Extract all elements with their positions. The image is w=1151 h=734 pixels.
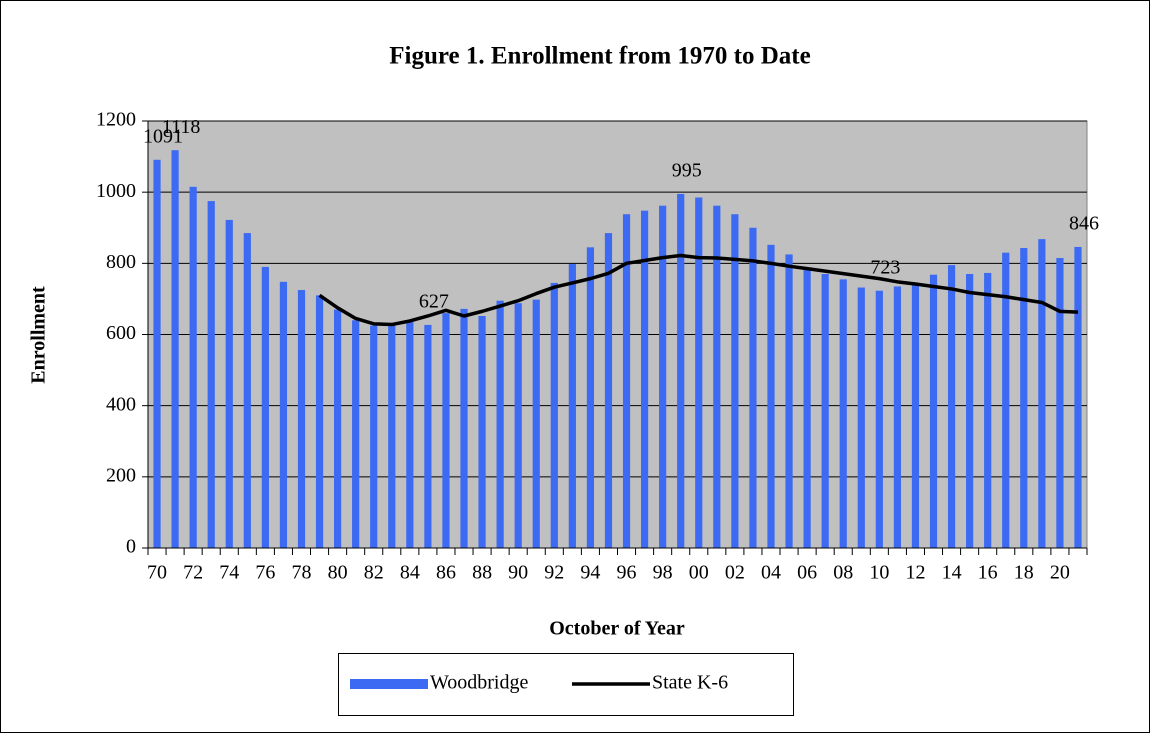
x-tick-label: 10 bbox=[869, 562, 889, 584]
bar bbox=[929, 274, 938, 548]
bar bbox=[550, 282, 558, 548]
bar bbox=[586, 247, 595, 548]
x-tick-label: 84 bbox=[400, 562, 420, 584]
bar bbox=[731, 214, 739, 548]
bar bbox=[803, 268, 811, 548]
y-tick-label: 1000 bbox=[96, 180, 136, 202]
x-tick-label: 82 bbox=[364, 562, 384, 584]
data-label: 723 bbox=[870, 256, 900, 278]
bar bbox=[225, 219, 233, 548]
x-tick-label: 02 bbox=[725, 562, 745, 584]
bar bbox=[659, 205, 667, 548]
bar bbox=[713, 205, 721, 548]
bar bbox=[406, 320, 414, 548]
y-tick-label: 200 bbox=[106, 464, 136, 486]
bar bbox=[839, 279, 847, 548]
bar bbox=[424, 324, 432, 548]
y-tick-label: 400 bbox=[106, 393, 136, 415]
bar bbox=[604, 233, 613, 548]
bar bbox=[640, 210, 649, 549]
bar bbox=[1038, 239, 1046, 549]
data-label: 1091 bbox=[143, 125, 183, 147]
x-axis-label: October of Year bbox=[549, 618, 685, 640]
bar bbox=[153, 159, 161, 548]
bar bbox=[947, 265, 956, 548]
bar bbox=[785, 254, 793, 548]
bar bbox=[749, 227, 757, 548]
legend-label: State K-6 bbox=[652, 672, 728, 694]
bar bbox=[514, 303, 522, 548]
bar bbox=[478, 315, 486, 548]
bar bbox=[261, 266, 269, 548]
x-tick-label: 12 bbox=[905, 562, 925, 584]
x-tick-label: 16 bbox=[978, 562, 998, 584]
y-tick-label: 800 bbox=[106, 251, 136, 273]
data-label: 627 bbox=[419, 290, 449, 312]
y-tick-label: 1200 bbox=[96, 109, 136, 131]
bar bbox=[1002, 252, 1010, 549]
bar bbox=[984, 272, 992, 548]
x-tick-label: 98 bbox=[653, 562, 673, 584]
bar bbox=[677, 193, 685, 548]
bar bbox=[622, 214, 631, 548]
bar bbox=[821, 274, 829, 548]
bar bbox=[532, 299, 540, 548]
bar bbox=[334, 309, 342, 548]
x-tick-label: 00 bbox=[689, 562, 709, 584]
legend-swatch bbox=[350, 679, 428, 689]
bar bbox=[857, 287, 865, 548]
x-tick-label: 70 bbox=[147, 562, 167, 584]
data-label: 846 bbox=[1069, 213, 1099, 235]
x-tick-label: 14 bbox=[942, 562, 962, 584]
bar bbox=[1020, 248, 1028, 548]
x-tick-label: 78 bbox=[291, 562, 311, 584]
x-tick-label: 74 bbox=[219, 562, 239, 584]
bar bbox=[1074, 246, 1082, 548]
bar bbox=[279, 281, 288, 548]
chart-title: Figure 1. Enrollment from 1970 to Date bbox=[389, 43, 810, 70]
bar bbox=[207, 201, 215, 548]
x-tick-label: 86 bbox=[436, 562, 456, 584]
bar bbox=[171, 150, 179, 548]
bar bbox=[315, 295, 324, 548]
bar bbox=[966, 274, 974, 548]
bar bbox=[388, 325, 396, 548]
bar bbox=[1056, 257, 1064, 548]
bar bbox=[893, 286, 901, 548]
bar bbox=[496, 300, 504, 548]
x-tick-label: 94 bbox=[580, 562, 600, 584]
x-tick-label: 06 bbox=[797, 562, 817, 584]
bar bbox=[189, 186, 197, 548]
bar bbox=[243, 233, 251, 548]
bar bbox=[352, 320, 360, 548]
bar bbox=[460, 308, 468, 548]
x-tick-label: 90 bbox=[508, 562, 528, 584]
bar bbox=[442, 313, 450, 548]
line bbox=[318, 253, 1079, 327]
y-axis-label: Enrollment bbox=[28, 286, 50, 384]
bar bbox=[767, 244, 775, 548]
bar bbox=[297, 290, 306, 548]
y-tick-label: 0 bbox=[126, 536, 136, 558]
bar bbox=[695, 197, 703, 549]
bar bbox=[911, 284, 920, 548]
bar bbox=[875, 290, 883, 548]
x-tick-label: 72 bbox=[183, 562, 203, 584]
bar bbox=[568, 264, 576, 548]
x-tick-label: 04 bbox=[761, 562, 781, 584]
bar bbox=[370, 325, 378, 548]
x-tick-label: 96 bbox=[617, 562, 637, 584]
data-label: 1118 bbox=[162, 116, 201, 138]
x-tick-label: 20 bbox=[1050, 562, 1070, 584]
x-tick-label: 18 bbox=[1014, 562, 1034, 584]
y-tick-label: 600 bbox=[106, 322, 136, 344]
x-tick-label: 80 bbox=[328, 562, 348, 584]
legend-label: Woodbridge bbox=[430, 672, 528, 694]
x-tick-label: 92 bbox=[544, 562, 564, 584]
x-tick-label: 88 bbox=[472, 562, 492, 584]
x-tick-label: 76 bbox=[255, 562, 275, 584]
x-tick-label: 08 bbox=[833, 562, 853, 584]
data-label: 995 bbox=[672, 160, 702, 182]
